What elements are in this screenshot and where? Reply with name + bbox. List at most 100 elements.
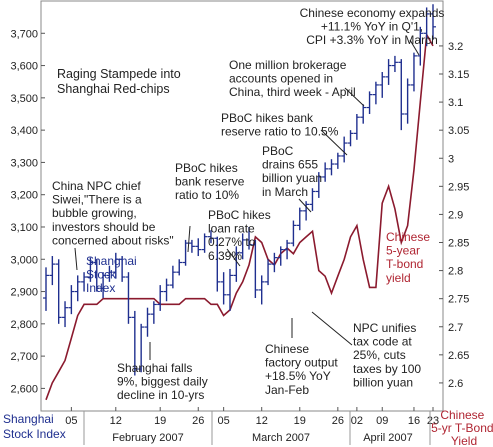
left-tick-label: 3,700 (10, 28, 38, 40)
ohlc-bar (163, 278, 170, 302)
right-tick-label: 2.8 (448, 266, 463, 278)
ohlc-bar (214, 236, 221, 292)
ohlc-bar (328, 159, 335, 176)
left-tick-label: 2,900 (10, 287, 38, 299)
ohlc-bar (372, 81, 379, 105)
ohlc-bar (360, 104, 367, 124)
annotation-shanghai-index-label: Shanghai Stock Index (86, 254, 137, 295)
left-tick-label: 3,100 (10, 222, 38, 234)
x-tick-label: 26 (332, 415, 344, 427)
left-axis-label: Shanghai Stock Index (3, 412, 66, 441)
ohlc-bar (347, 130, 354, 147)
month-label: April 2007 (363, 432, 413, 444)
annotation-leader (74, 247, 78, 271)
ohlc-bar (220, 272, 227, 305)
annotations: Chinese economy expands +11.1% YoY in Q'1… (52, 6, 444, 402)
ohlc-bar (379, 72, 386, 98)
right-tick-label: 2.7 (448, 322, 463, 334)
ohlc-bar (303, 201, 310, 221)
annotation-leader (226, 248, 241, 267)
annotation-leader (409, 39, 420, 56)
x-tick-label: 05 (218, 415, 230, 427)
annotation-leader (187, 225, 191, 253)
ohlc-bar (201, 233, 208, 253)
ohlc-bar (176, 259, 183, 276)
ohlc-bar (404, 78, 411, 124)
ohlc-bar (366, 91, 373, 114)
ohlc-bar (43, 267, 49, 311)
ohlc-bar (423, 7, 430, 47)
ohlc-bar (284, 239, 291, 260)
right-tick-label: 2.95 (448, 181, 469, 193)
annotation-leader (320, 129, 348, 156)
right-tick-label: 3.15 (448, 69, 469, 81)
ohlc-bar (334, 152, 341, 169)
annotation-leader (344, 87, 365, 107)
axis-ticks: 2,600 2,700 2,800 2,900 3,000 3,100 3,200 3,300… (10, 28, 469, 445)
ohlc-bar (417, 26, 424, 66)
annotation-leader (311, 311, 353, 346)
ohlc-bar (81, 272, 88, 292)
annotation-economy: Chinese economy expands +11.1% YoY in Q'1… (300, 6, 445, 47)
ohlc-bar (68, 285, 75, 315)
right-tick-label: 3.2 (448, 41, 463, 53)
right-tick-label: 2.6 (448, 378, 463, 390)
x-tick-label: 12 (110, 415, 122, 427)
right-tick-label: 3.1 (448, 97, 463, 109)
ohlc-bar (315, 172, 322, 198)
series-layer (43, 4, 436, 401)
ohlc-bar (258, 275, 265, 305)
ohlc-bar (296, 207, 303, 231)
left-tick-label: 3,200 (10, 190, 38, 202)
right-axis-label: Chinese 5-yr T-Bond Yield (431, 408, 493, 447)
left-tick-label: 3,000 (10, 254, 38, 266)
annotation-leader (298, 198, 312, 213)
ohlc-bar (265, 259, 272, 286)
ohlc-bar (100, 272, 107, 299)
ohlc-bar (207, 230, 214, 244)
ohlc-bar (144, 307, 151, 337)
ohlc-bar (195, 238, 202, 257)
ohlc-bar (239, 233, 246, 260)
ohlc-bar (112, 252, 119, 279)
annotation-china-npc: China NPC chief Siwei,"There is a bubble g… (52, 179, 174, 247)
x-tick-label: 02 (351, 415, 363, 427)
month-label: February 2007 (112, 432, 184, 444)
ohlc-bar (182, 239, 189, 266)
ohlc-bar (290, 220, 297, 247)
month-label: March 2007 (252, 432, 310, 444)
chart-title: Raging Stampede into Shanghai Red-chips (57, 67, 184, 96)
ohlc-bar (233, 246, 240, 282)
annotation-bond-label: Chinese 5-year T-bond yield (386, 230, 430, 285)
ohlc-bar (93, 259, 100, 292)
ohlc-bar (188, 239, 195, 253)
ohlc-bar (271, 252, 278, 273)
ohlc-bar (252, 239, 259, 299)
ohlc-bar (246, 226, 253, 250)
right-tick-label: 2.65 (448, 350, 469, 362)
ohlc-bar (322, 162, 329, 182)
ohlc-bar (55, 259, 62, 324)
annotation-pboc-hikes-10: PBoC hikes bank reserve ratio to 10% (175, 161, 245, 202)
ohlc-bar (169, 265, 176, 289)
annotation-pboc-drains: PBoC drains 655 billion yuan in March (262, 144, 322, 199)
x-tick-label: 12 (256, 415, 268, 427)
annotation-npc-tax: NPC unifies tax code at 25%, cuts taxes by … (353, 321, 421, 389)
ohlc-bar (157, 285, 164, 311)
ohlc-bar (106, 265, 113, 282)
x-tick-label: 05 (65, 415, 77, 427)
annotation-brokerage: One million brokerage accounts opened in C… (229, 58, 356, 99)
bond-yield-line (45, 32, 434, 401)
x-tick-label: 16 (408, 415, 420, 427)
right-tick-label: 2.9 (448, 209, 463, 221)
plot-area (40, 0, 444, 412)
left-tick-label: 3,600 (10, 61, 38, 73)
left-tick-label: 2,700 (10, 351, 38, 363)
x-tick-label: 26 (192, 415, 204, 427)
ohlc-bar (62, 301, 69, 328)
left-tick-label: 3,300 (10, 157, 38, 169)
ohlc-bar (385, 59, 392, 85)
left-tick-label: 3,400 (10, 125, 38, 137)
right-tick-label: 2.75 (448, 294, 469, 306)
